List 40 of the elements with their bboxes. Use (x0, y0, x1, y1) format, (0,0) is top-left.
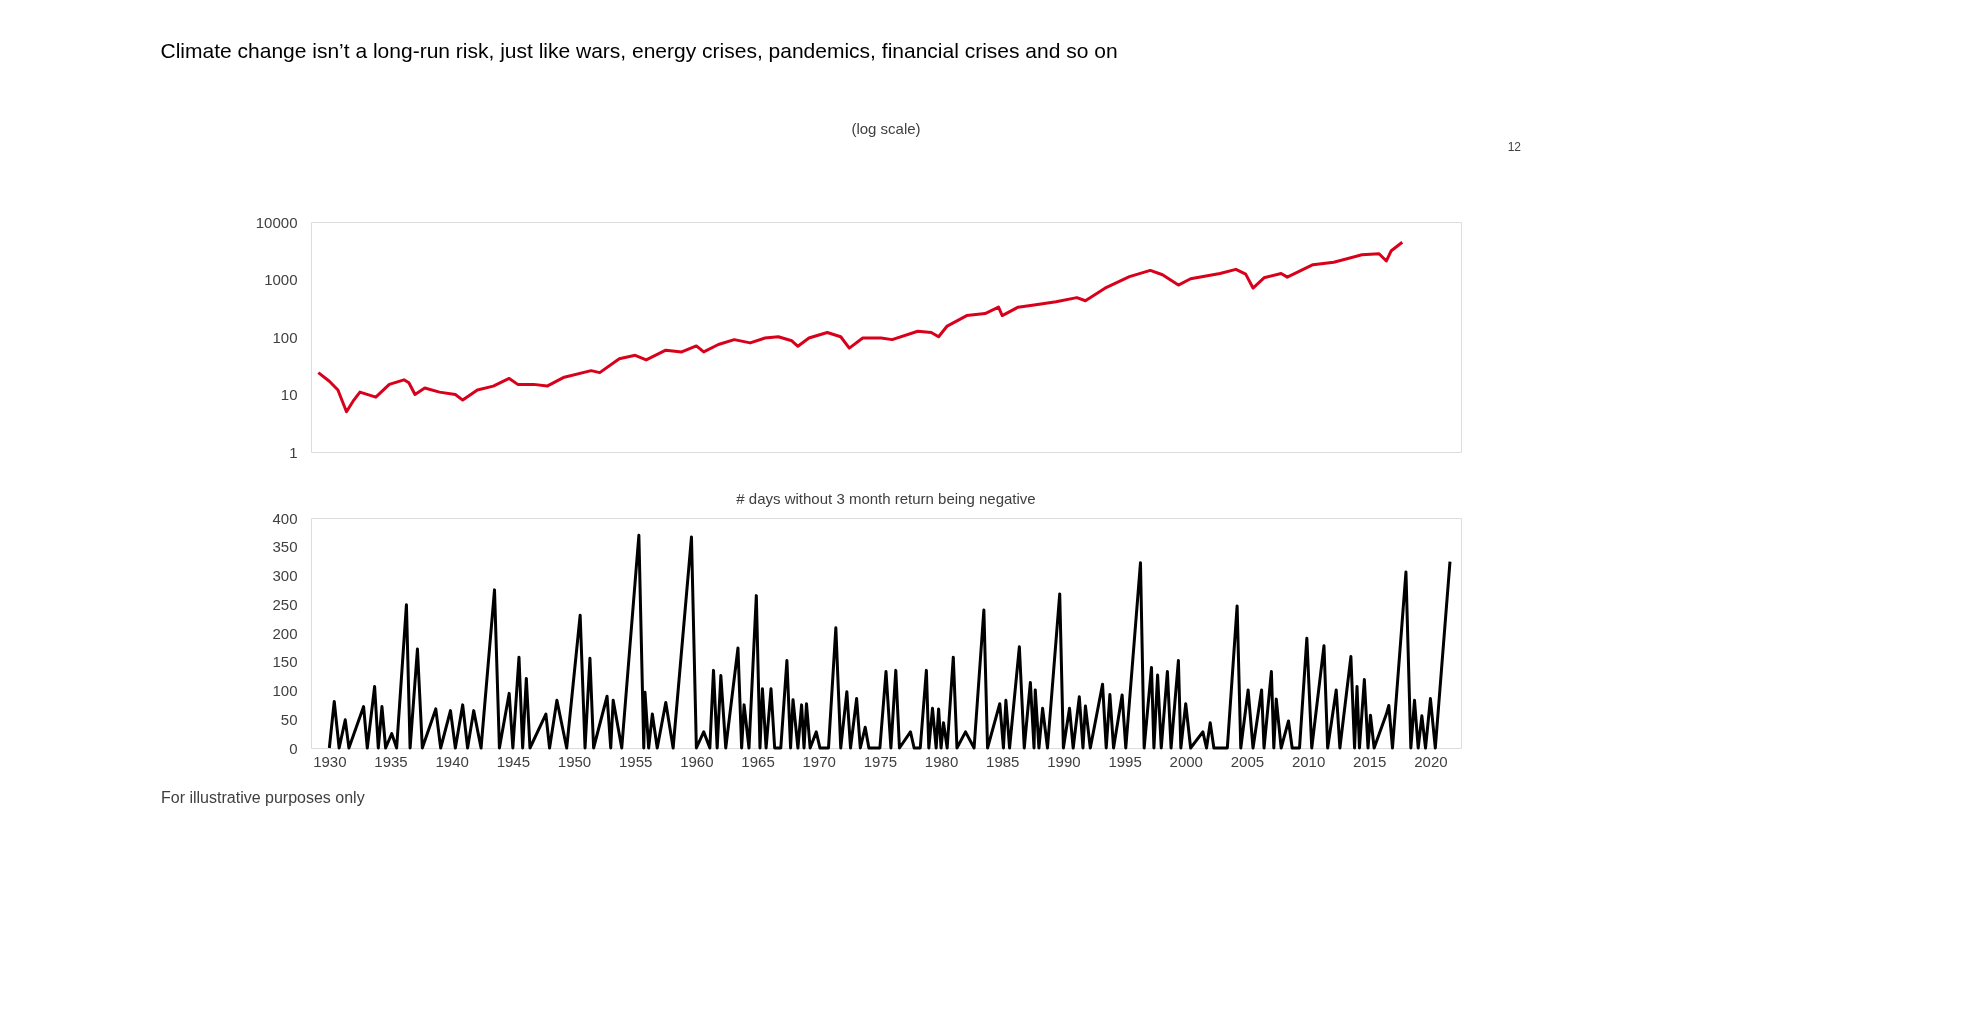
y-tick-label: 10 (280, 386, 298, 403)
y-tick-label: 250 (272, 595, 298, 613)
x-tick-label: 1970 (802, 752, 836, 770)
x-tick-label: 2000 (1169, 752, 1203, 770)
x-tick-label: 1930 (313, 752, 347, 770)
y-tick-label: 350 (272, 538, 298, 556)
line-series (316, 240, 1404, 414)
chart-title: # days without 3 month return being negative (736, 490, 1036, 507)
y-tick-label: 200 (272, 624, 298, 642)
x-tick-label: 1940 (435, 752, 469, 770)
x-tick-label: 2005 (1230, 752, 1265, 770)
x-tick-label: 1975 (863, 752, 898, 770)
y-tick-label: 100 (272, 328, 298, 346)
x-tick-label: 1990 (1047, 752, 1081, 770)
y-tick-label: 100 (272, 682, 298, 699)
x-tick-label: 1965 (741, 752, 775, 770)
chart-subtitle: (log scale) (851, 120, 921, 137)
chart-title: Climate change isn’t a long-run risk, just like wars, energy crises, pandemics, financial crises and so on (160, 38, 1118, 62)
x-tick-label: 1960 (680, 752, 714, 770)
y-tick-label: 300 (272, 567, 298, 584)
x-tick-label: 1985 (986, 752, 1020, 770)
y-tick-label: 1 (289, 443, 298, 461)
y-tick-label: 50 (280, 710, 298, 728)
text: For illustrative purposes only (161, 789, 365, 806)
x-tick-label: 1995 (1108, 752, 1142, 770)
y-tick-label: 0 (289, 739, 298, 757)
x-tick-label: 1945 (496, 752, 531, 770)
y-tick-label: 1000 (264, 271, 298, 288)
x-tick-label: 2010 (1291, 752, 1326, 770)
x-tick-label: 1980 (924, 752, 959, 770)
y-tick-label: 150 (272, 653, 298, 671)
y-tick-label: 400 (272, 509, 298, 527)
x-tick-label: 1955 (619, 752, 653, 770)
x-tick-label: 1950 (557, 752, 592, 770)
y-tick-label: 10000 (255, 213, 298, 231)
x-tick-label: 1935 (374, 752, 408, 770)
text: 12 (1507, 140, 1522, 154)
x-tick-label: 2015 (1353, 752, 1387, 770)
line-series (327, 533, 1452, 750)
x-tick-label: 2020 (1414, 752, 1448, 770)
